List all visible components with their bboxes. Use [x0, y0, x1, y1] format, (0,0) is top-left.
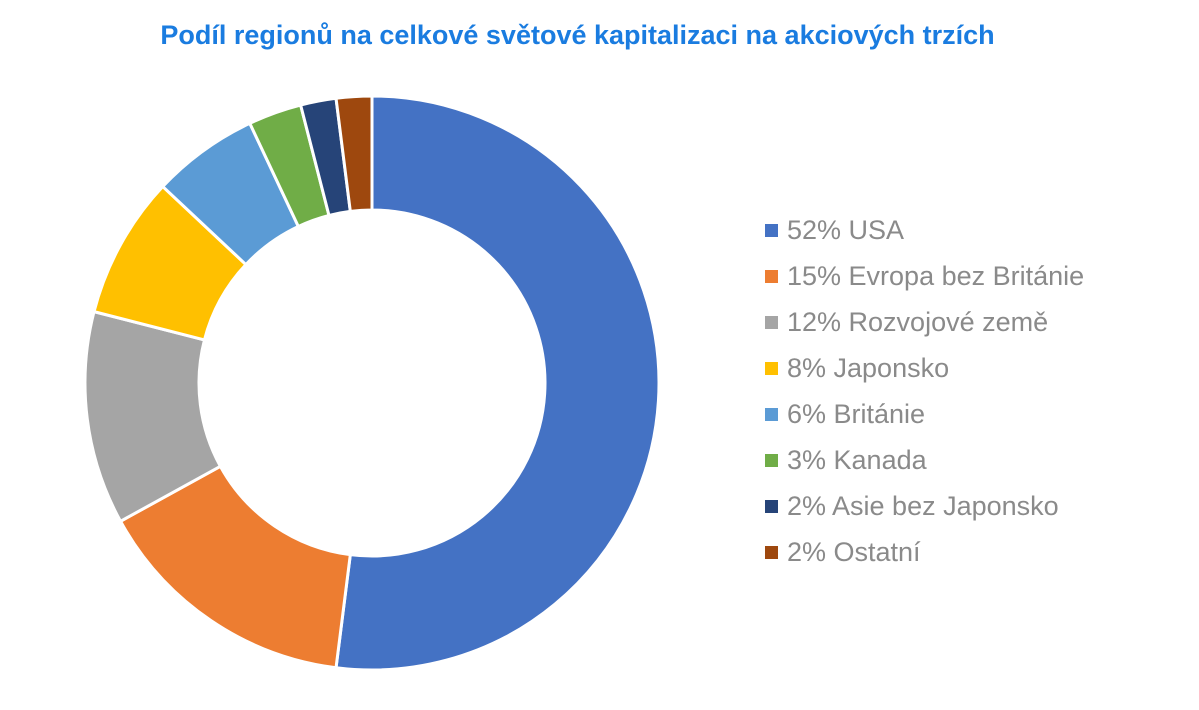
legend-swatch — [765, 361, 778, 375]
donut-slice-1 — [334, 94, 661, 672]
legend-swatch — [765, 269, 778, 283]
legend-label: 6% Británie — [787, 398, 926, 429]
donut-chart — [83, 94, 661, 672]
legend-item-6: 3% Kanada — [765, 437, 1084, 483]
legend-swatch — [765, 545, 778, 559]
chart-title: Podíl regionů na celkové světové kapital… — [160, 20, 995, 50]
legend-item-5: 6% Británie — [765, 391, 1084, 437]
chart-legend: 52% USA 15% Evropa bez Británie 12% Rozvoj… — [765, 207, 1084, 575]
legend-label: 52% USA — [787, 214, 905, 245]
legend-label: 2% Ostatní — [787, 536, 921, 567]
legend-item-8: 2% Ostatní — [765, 529, 1084, 575]
legend-item-7: 2% Asie bez Japonsko — [765, 483, 1084, 529]
donut-slice-2 — [119, 464, 352, 670]
legend-swatch — [765, 315, 778, 329]
legend-label: 8% Japonsko — [787, 352, 950, 383]
legend-item-1: 52% USA — [765, 207, 1084, 253]
legend-label: 2% Asie bez Japonsko — [787, 490, 1059, 521]
legend-item-4: 8% Japonsko — [765, 345, 1084, 391]
legend-label: 3% Kanada — [787, 444, 927, 475]
donut-slice-8 — [334, 94, 374, 213]
legend-swatch — [765, 453, 778, 467]
legend-swatch — [765, 407, 778, 421]
legend-label: 12% Rozvojové země — [787, 306, 1049, 337]
legend-item-3: 12% Rozvojové země — [765, 299, 1084, 345]
legend-item-2: 15% Evropa bez Británie — [765, 253, 1084, 299]
legend-swatch — [765, 223, 778, 237]
legend-label: 15% Evropa bez Británie — [787, 260, 1085, 291]
legend-swatch — [765, 499, 778, 513]
